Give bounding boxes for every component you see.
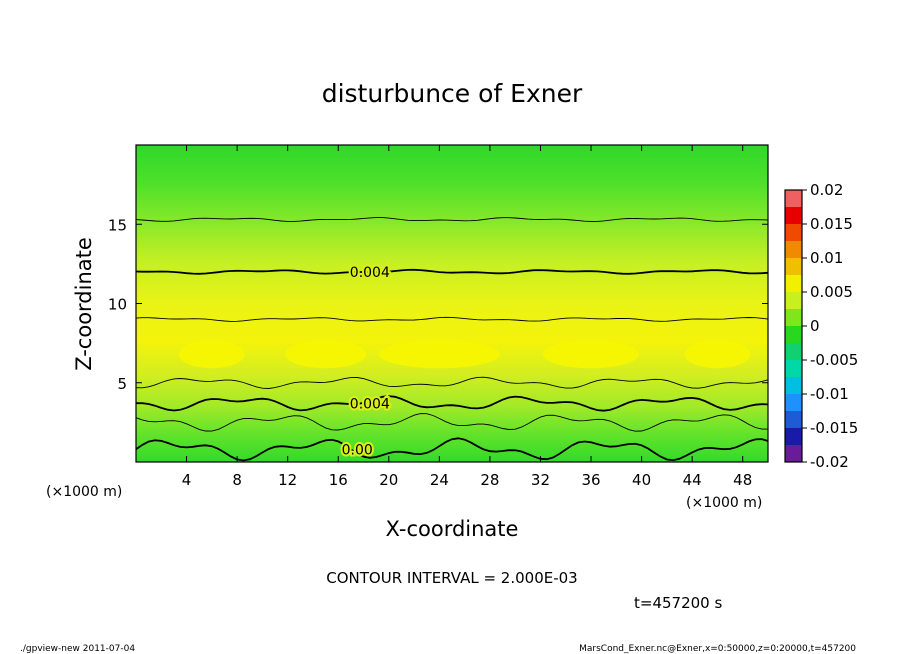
time-label: t=457200 s <box>634 594 722 612</box>
colorbar-segment <box>785 394 802 411</box>
x-tick-label: 48 <box>733 471 752 489</box>
colorbar-segment <box>785 275 802 292</box>
x-axis-ticks: 4 8 12 16 20 24 28 32 36 40 44 48 <box>182 145 752 489</box>
colorbar-segment <box>785 258 802 275</box>
colorbar-tick-label: 0.015 <box>810 215 853 233</box>
contour-line <box>135 413 768 432</box>
x-axis-label: X-coordinate <box>386 517 519 541</box>
colorbar-tick-label: 0.005 <box>810 283 853 301</box>
colorbar-segment <box>785 343 802 360</box>
x-tick-label: 12 <box>278 471 297 489</box>
max-region-blob <box>684 340 751 369</box>
colorbar-segment <box>785 445 802 462</box>
contour-line <box>135 217 769 222</box>
colorbar: 0.02 0.015 0.01 0.005 0 -0.005 -0.01 -0.015 -0.0… <box>784 181 858 471</box>
colorbar-tick-label: -0.01 <box>810 385 849 403</box>
contour-line <box>135 376 769 389</box>
contour-label: 0.004 <box>350 396 390 412</box>
x-unit-left: (×1000 m) <box>46 484 122 500</box>
colorbar-segment <box>785 241 802 258</box>
colorbar-tick-label: -0.02 <box>810 453 849 471</box>
contour-interval: CONTOUR INTERVAL = 2.000E-03 <box>326 569 577 587</box>
contour-label: 0.004 <box>350 265 390 281</box>
max-region-blob <box>543 340 640 369</box>
max-region-blob <box>285 340 367 369</box>
field-background <box>136 145 768 462</box>
colorbar-tick-label: -0.005 <box>810 351 858 369</box>
max-region-blob <box>178 340 245 369</box>
colorbar-segment <box>785 190 802 207</box>
colorbar-segment <box>785 326 802 343</box>
colorbar-segment <box>785 292 802 309</box>
chart-title: disturbunce of Exner <box>322 79 583 108</box>
x-tick-label: 32 <box>531 471 550 489</box>
contour-label: 0.00 <box>342 442 373 458</box>
colorbar-segment <box>785 411 802 428</box>
colorbar-segment <box>785 428 802 445</box>
colorbar-tick-label: 0 <box>810 317 820 335</box>
footer-left: ./gpview-new 2011-07-04 <box>20 644 135 654</box>
colorbar-segment <box>785 224 802 241</box>
contour-line <box>135 316 769 322</box>
colorbar-segment <box>785 360 802 377</box>
x-tick-label: 36 <box>581 471 600 489</box>
footer-right: MarsCond_Exner.nc@Exner,x=0:50000,z=0:20… <box>579 644 856 654</box>
x-tick-label: 24 <box>430 471 449 489</box>
x-tick-label: 16 <box>329 471 348 489</box>
colorbar-segment <box>785 207 802 224</box>
contour-line <box>135 268 769 275</box>
contour-line <box>135 437 769 462</box>
shading-bands <box>178 340 751 369</box>
colorbar-tick-label: 0.02 <box>810 181 843 199</box>
y-tick-label: 10 <box>108 296 127 314</box>
colorbar-tick-label: -0.015 <box>810 419 858 437</box>
x-tick-label: 40 <box>632 471 651 489</box>
y-axis-ticks: 5 10 15 <box>108 216 768 393</box>
y-axis-label: Z-coordinate <box>72 237 96 371</box>
colorbar-tick-label: 0.01 <box>810 249 843 267</box>
x-tick-label: 4 <box>182 471 192 489</box>
x-tick-label: 20 <box>379 471 398 489</box>
y-tick-label: 5 <box>117 375 127 393</box>
colorbar-segment <box>785 309 802 326</box>
contour-lines: 0.00 0.004 0.004 <box>135 217 769 462</box>
x-tick-label: 28 <box>480 471 499 489</box>
x-tick-label: 44 <box>683 471 702 489</box>
contour-line <box>136 395 769 412</box>
x-unit-right: (×1000 m) <box>686 495 762 511</box>
max-region-blob <box>378 340 501 369</box>
x-tick-label: 8 <box>232 471 242 489</box>
y-tick-label: 15 <box>108 216 127 234</box>
colorbar-segment <box>785 377 802 394</box>
